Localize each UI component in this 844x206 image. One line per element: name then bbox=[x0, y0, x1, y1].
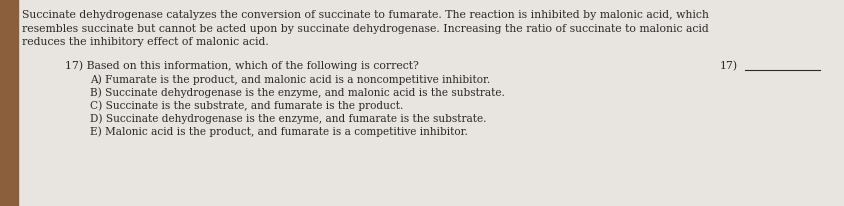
Bar bbox=[0, 0, 18, 206]
Text: Succinate dehydrogenase catalyzes the conversion of succinate to fumarate. The r: Succinate dehydrogenase catalyzes the co… bbox=[22, 10, 708, 20]
Text: E) Malonic acid is the product, and fumarate is a competitive inhibitor.: E) Malonic acid is the product, and fuma… bbox=[90, 126, 468, 136]
Text: B) Succinate dehydrogenase is the enzyme, and malonic acid is the substrate.: B) Succinate dehydrogenase is the enzyme… bbox=[90, 87, 504, 98]
Text: reduces the inhibitory effect of malonic acid.: reduces the inhibitory effect of malonic… bbox=[22, 37, 268, 47]
Text: resembles succinate but cannot be acted upon by succinate dehydrogenase. Increas: resembles succinate but cannot be acted … bbox=[22, 23, 708, 33]
Text: 17): 17) bbox=[719, 60, 738, 70]
Text: A) Fumarate is the product, and malonic acid is a noncompetitive inhibitor.: A) Fumarate is the product, and malonic … bbox=[90, 74, 490, 85]
Text: D) Succinate dehydrogenase is the enzyme, and fumarate is the substrate.: D) Succinate dehydrogenase is the enzyme… bbox=[90, 113, 486, 123]
Text: C) Succinate is the substrate, and fumarate is the product.: C) Succinate is the substrate, and fumar… bbox=[90, 100, 403, 111]
Text: 17) Based on this information, which of the following is correct?: 17) Based on this information, which of … bbox=[65, 60, 419, 71]
